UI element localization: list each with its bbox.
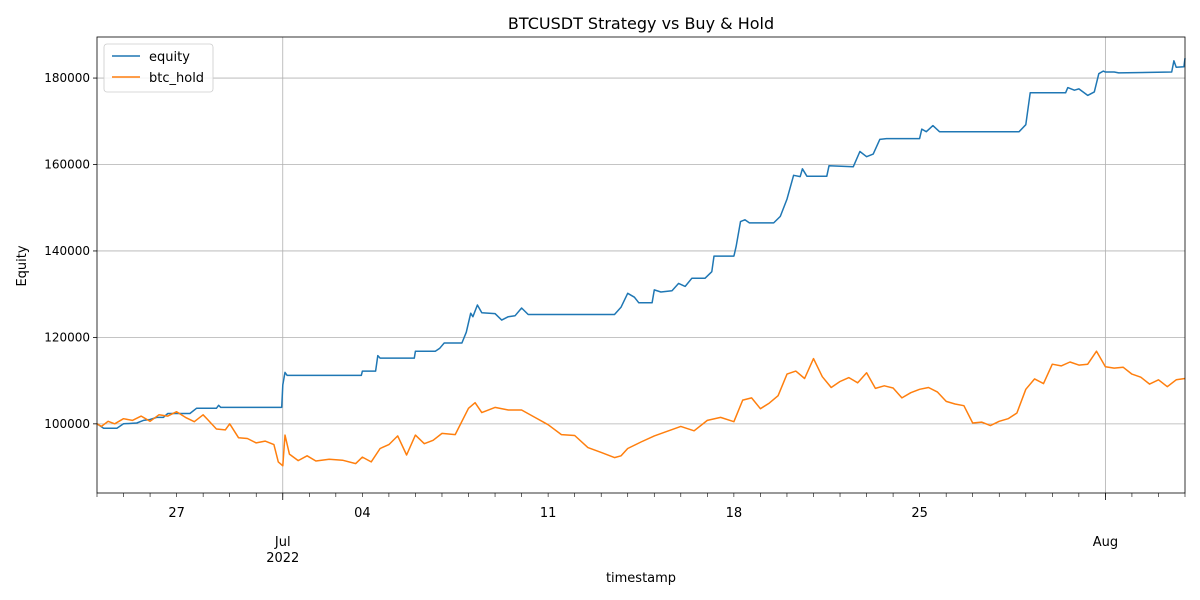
y-axis-label: Equity — [15, 245, 30, 286]
x-minor-tick-label: 11 — [540, 506, 557, 521]
series-line-equity — [96, 58, 1186, 429]
x-major-tick-sublabel: 2022 — [266, 551, 299, 566]
x-minor-tick-label: 04 — [354, 506, 371, 521]
x-major-tick-label: Jul — [274, 535, 291, 550]
plot-frame — [96, 36, 1186, 494]
y-tick-label: 140000 — [44, 244, 90, 258]
y-tick-label: 100000 — [44, 417, 90, 431]
legend: equity btc_hold — [103, 43, 214, 93]
legend-label-equity: equity — [149, 50, 190, 65]
x-minor-tick-label: 18 — [726, 506, 743, 521]
y-tick-label: 180000 — [44, 71, 90, 85]
x-minor-tick-label: 25 — [911, 506, 928, 521]
legend-label-btc-hold: btc_hold — [149, 71, 204, 86]
y-tick-label: 160000 — [44, 158, 90, 172]
x-axis-label: timestamp — [606, 571, 676, 586]
series-line-btc-hold — [96, 350, 1186, 467]
x-major-tick-label: Aug — [1093, 535, 1118, 550]
x-minor-tick-label: 27 — [168, 506, 185, 521]
series-lines — [96, 58, 1186, 467]
chart-title: BTCUSDT Strategy vs Buy & Hold — [508, 14, 774, 33]
y-tick-label: 120000 — [44, 330, 90, 344]
grid-lines — [97, 37, 1185, 493]
